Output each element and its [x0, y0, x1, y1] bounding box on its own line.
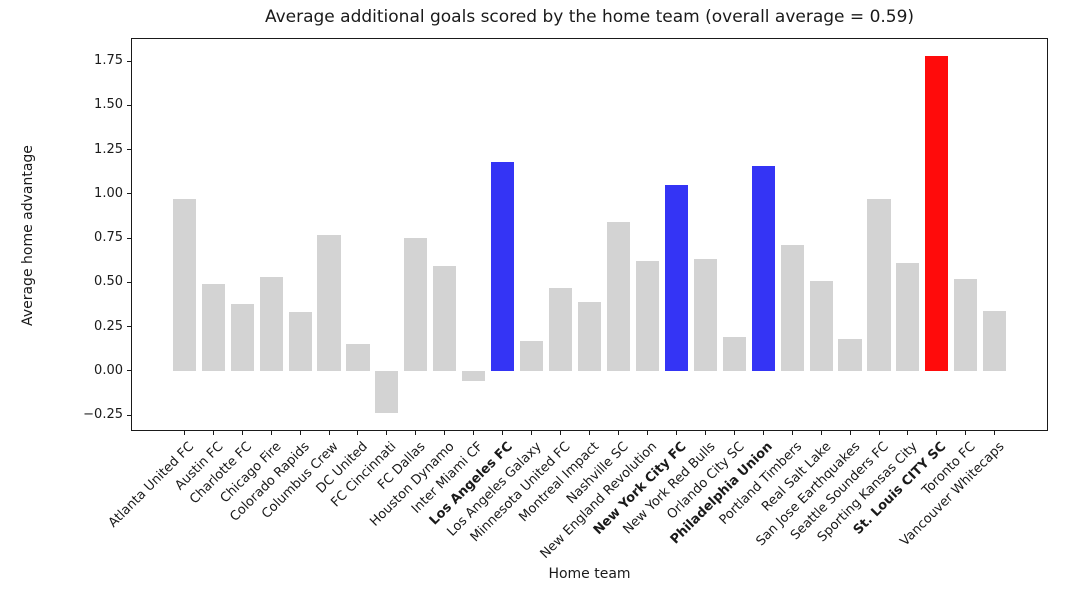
y-tick-label: 1.00	[94, 185, 123, 201]
bar-atlanta-united-fc	[172, 199, 196, 371]
y-tick-mark	[127, 370, 131, 372]
x-tick-mark	[907, 431, 909, 435]
x-tick-mark	[473, 431, 475, 435]
x-tick-mark	[183, 431, 185, 435]
bar-montreal-impact	[577, 301, 602, 371]
y-tick-mark	[127, 281, 131, 283]
bar-seattle-sounders-fc	[867, 199, 891, 371]
bar-fc-dallas	[404, 238, 428, 371]
x-tick-mark	[878, 431, 880, 435]
x-tick-mark	[212, 431, 214, 435]
x-tick-mark	[646, 431, 648, 435]
bar-philadelphia-union	[751, 165, 775, 371]
bar-columbus-crew	[317, 234, 341, 371]
bar-new-york-red-bulls	[693, 259, 717, 371]
x-tick-mark	[386, 431, 388, 435]
bar-chicago-fire	[259, 277, 283, 371]
x-tick-mark	[820, 431, 822, 435]
x-tick-mark	[589, 431, 590, 435]
bar-dc-united	[346, 344, 370, 371]
bar-los-angeles-fc	[491, 161, 515, 371]
bar-inter-miami-cf	[462, 370, 486, 382]
x-tick-mark	[965, 431, 967, 435]
bar-new-england-revolution	[635, 261, 659, 371]
x-tick-mark	[849, 431, 851, 435]
x-tick-mark	[270, 431, 272, 435]
x-tick-mark	[502, 431, 504, 435]
bar-portland-timbers	[780, 245, 804, 371]
y-tick-mark	[127, 414, 131, 416]
y-tick-mark	[127, 149, 131, 151]
x-tick-mark	[704, 431, 706, 435]
y-tick-label: 0.50	[94, 274, 123, 290]
x-tick-mark	[936, 431, 938, 435]
bar-colorado-rapids	[288, 312, 312, 371]
chart-title: Average additional goals scored by the h…	[264, 7, 915, 27]
x-tick-mark	[241, 431, 243, 435]
bar-sporting-kansas-city	[896, 262, 920, 371]
bar-st-louis-city-sc	[925, 55, 949, 371]
bar-fc-cincinnati	[375, 370, 399, 414]
y-tick-label: 0.25	[94, 318, 123, 334]
bar-real-salt-lake	[809, 280, 833, 371]
y-tick-label: 1.75	[94, 53, 123, 68]
bar-new-york-city-fc	[664, 184, 688, 371]
y-tick-label: 0.75	[94, 230, 123, 246]
x-tick-mark	[994, 431, 996, 435]
x-tick-mark	[531, 431, 533, 435]
x-tick-mark	[733, 431, 735, 435]
x-tick-mark	[560, 431, 562, 435]
x-tick-mark	[444, 431, 446, 435]
bar-minnesota-united-fc	[549, 287, 573, 371]
x-tick-mark	[328, 431, 330, 435]
x-tick-mark	[357, 431, 359, 435]
bar-nashville-sc	[606, 222, 631, 371]
bar-vancouver-whitecaps	[983, 310, 1007, 371]
y-tick-label: 0.00	[94, 362, 123, 378]
x-tick-mark	[299, 431, 301, 435]
y-axis-label: Average home advantage	[20, 145, 36, 326]
bar-houston-dynamo	[433, 266, 457, 371]
x-tick-mark	[791, 431, 793, 435]
x-tick-mark	[762, 431, 764, 435]
bar-los-angeles-galaxy	[520, 340, 544, 371]
bar-orlando-city-sc	[722, 337, 746, 371]
y-tick-mark	[127, 237, 131, 239]
x-axis-label: Home team	[548, 566, 631, 582]
plot-area	[131, 38, 1048, 431]
y-tick-mark	[127, 104, 131, 106]
y-tick-mark	[127, 193, 131, 195]
bar-austin-fc	[201, 284, 225, 371]
x-tick-mark	[675, 431, 677, 435]
y-tick-mark	[127, 60, 131, 62]
y-tick-mark	[127, 326, 131, 328]
bar-san-jose-earthquakes	[838, 338, 862, 371]
bar-toronto-fc	[954, 278, 978, 371]
y-tick-label: −0.25	[83, 407, 123, 423]
y-tick-label: 1.50	[94, 97, 123, 113]
bar-charlotte-fc	[230, 303, 254, 371]
x-tick-mark	[617, 431, 619, 435]
y-tick-label: 1.25	[94, 141, 123, 157]
x-tick-mark	[415, 431, 417, 435]
